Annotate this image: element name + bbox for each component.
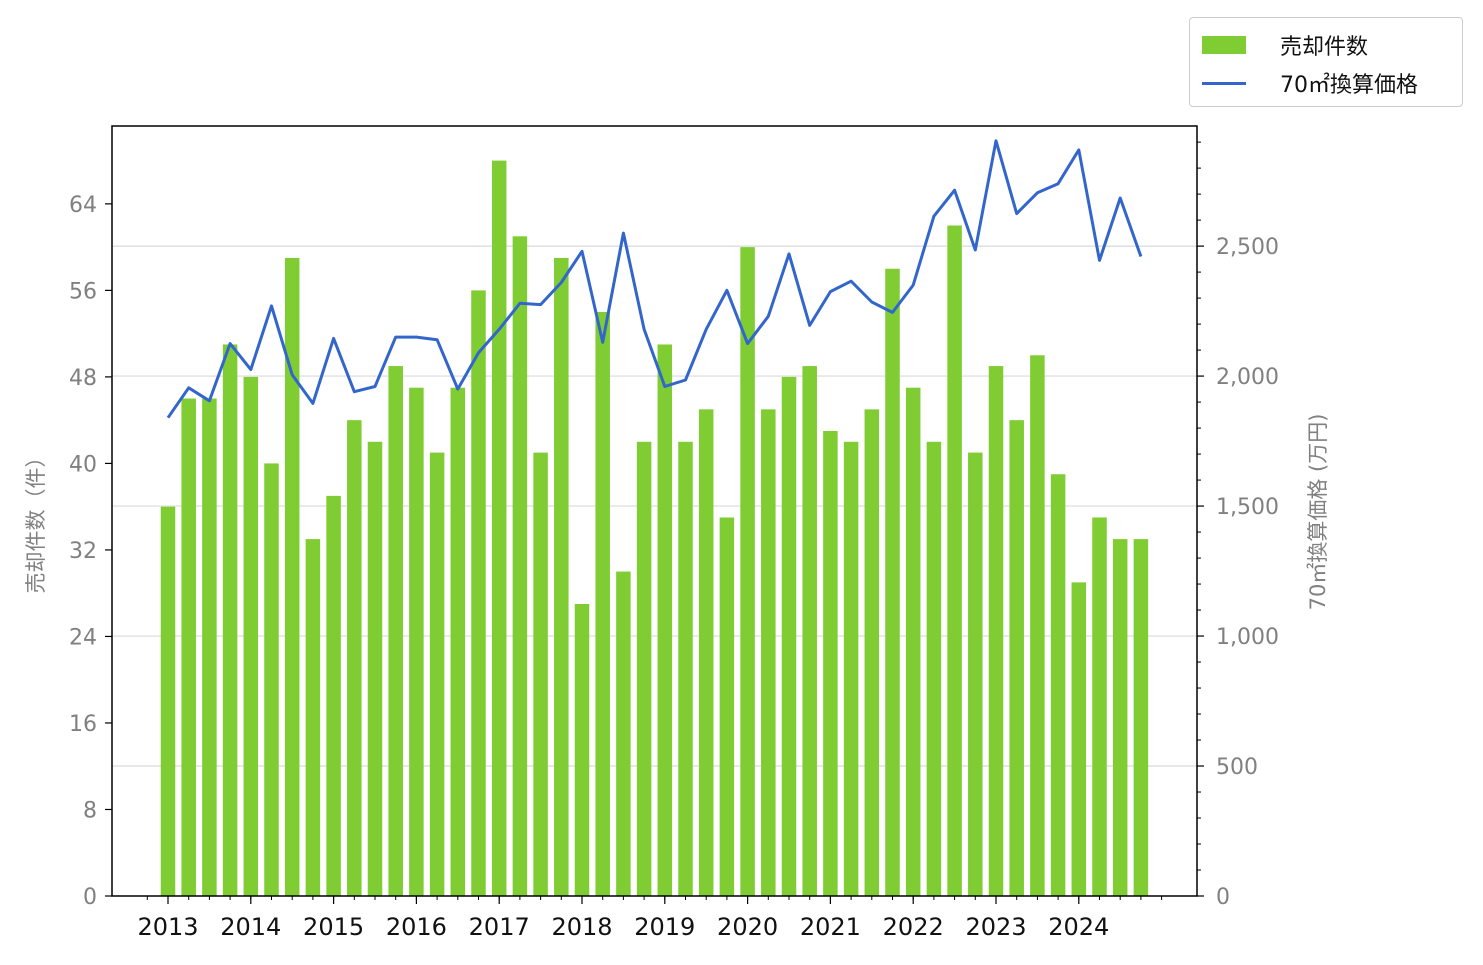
y-axis-label-left: 売却件数（件） (24, 447, 48, 594)
bar-2023Q1 (989, 366, 1004, 896)
bar-2021Q3 (865, 409, 880, 896)
x-tick-label: 2016 (386, 913, 447, 941)
bar-2023Q2 (1009, 420, 1024, 896)
bar-2018Q4 (637, 442, 652, 896)
bar-2015Q4 (388, 366, 403, 896)
y2-tick-label: 2,500 (1216, 235, 1279, 260)
y-tick-label: 0 (83, 885, 97, 910)
bar-2023Q4 (1051, 474, 1066, 896)
bar-2017Q4 (554, 258, 569, 896)
x-tick-label: 2022 (883, 913, 944, 941)
bar-2013Q1 (161, 507, 176, 896)
bar-2016Q4 (471, 290, 486, 896)
bar-2017Q3 (533, 453, 548, 896)
bar-2016Q2 (430, 453, 445, 896)
bar-2022Q2 (927, 442, 942, 896)
bar-2013Q4 (223, 344, 238, 896)
legend-label-bar: 売却件数 (1280, 29, 1368, 61)
y2-tick-label: 0 (1216, 885, 1230, 910)
bar-2023Q3 (1030, 355, 1045, 896)
bar-2019Q2 (678, 442, 693, 896)
bar-2020Q2 (761, 409, 776, 896)
y-tick-label: 8 (83, 798, 97, 823)
bar-2022Q1 (906, 388, 921, 896)
bar-2014Q1 (244, 377, 258, 896)
legend: 売却件数 70㎡換算価格 (1189, 17, 1463, 107)
bar-2018Q2 (595, 312, 610, 896)
bar-2020Q4 (802, 366, 817, 896)
y-tick-label: 16 (69, 712, 97, 737)
y2-tick-label: 1,500 (1216, 495, 1279, 520)
y-tick-label: 32 (69, 539, 97, 564)
bar-2018Q3 (616, 572, 631, 896)
legend-item-bar: 売却件数 (1190, 30, 1464, 60)
y2-tick-label: 2,000 (1216, 365, 1279, 390)
bar-2017Q1 (492, 161, 507, 896)
y-axis-label-right: 70㎡換算価格 (万円) (1306, 414, 1330, 611)
bar-2015Q2 (347, 420, 362, 896)
bar-2014Q4 (306, 539, 321, 896)
x-tick-label: 2014 (220, 913, 281, 941)
bar-2019Q4 (720, 517, 735, 896)
bar-2022Q3 (947, 225, 962, 896)
bar-2015Q3 (368, 442, 383, 896)
y-tick-label: 40 (69, 452, 97, 477)
legend-swatch-bar (1202, 36, 1246, 54)
legend-swatch-line (1202, 82, 1246, 85)
bar-2020Q3 (782, 377, 797, 896)
bar-2015Q1 (326, 496, 341, 896)
bar-2024Q4 (1134, 539, 1149, 896)
bar-2019Q1 (658, 344, 673, 896)
bar-2016Q1 (409, 388, 424, 896)
bar-2016Q3 (451, 388, 466, 896)
bar-2024Q3 (1113, 539, 1128, 896)
y2-tick-label: 500 (1216, 755, 1258, 780)
bar-2024Q1 (1072, 582, 1087, 896)
bar-2019Q3 (699, 409, 714, 896)
bar-2017Q2 (513, 236, 528, 896)
legend-label-line: 70㎡換算価格 (1280, 67, 1418, 99)
bar-2024Q2 (1092, 517, 1107, 896)
x-tick-label: 2018 (551, 913, 612, 941)
bar-2021Q2 (844, 442, 859, 896)
bar-2018Q1 (575, 604, 590, 896)
bar-layer (161, 161, 1148, 896)
y2-tick-label: 1,000 (1216, 625, 1279, 650)
bar-2014Q2 (264, 463, 279, 896)
y-tick-label: 24 (69, 625, 97, 650)
x-tick-label: 2024 (1048, 913, 1109, 941)
x-tick-label: 2023 (965, 913, 1026, 941)
bar-2022Q4 (968, 453, 983, 896)
y-tick-label: 64 (69, 193, 97, 218)
x-tick-label: 2015 (303, 913, 364, 941)
x-tick-label: 2021 (800, 913, 861, 941)
x-tick-label: 2020 (717, 913, 778, 941)
y-tick-label: 48 (69, 366, 97, 391)
bar-2021Q1 (823, 431, 838, 896)
bar-2013Q2 (181, 399, 196, 896)
x-tick-label: 2017 (469, 913, 530, 941)
y-tick-label: 56 (69, 279, 97, 304)
bar-2013Q3 (202, 399, 217, 896)
bar-2021Q4 (885, 269, 900, 896)
legend-item-line: 70㎡換算価格 (1190, 68, 1464, 98)
x-tick-label: 2013 (137, 913, 198, 941)
x-tick-label: 2019 (634, 913, 695, 941)
